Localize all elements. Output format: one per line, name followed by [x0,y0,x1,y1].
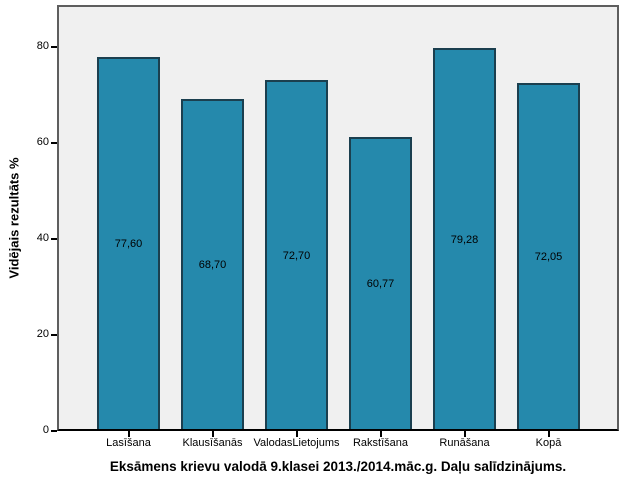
bar: 77,60 [97,57,160,429]
bar-value-label: 72,05 [534,251,563,263]
y-tick-mark [51,46,57,48]
x-tick-mark [127,431,130,437]
bar-value-label: 79,28 [450,233,479,246]
x-tick-label: Lasīšana [106,437,151,449]
x-tick-mark [463,431,466,437]
y-tick-label: 40 [36,232,49,244]
bar: 60,77 [349,137,412,429]
chart-title: Eksāmens krievu valodā 9.klasei 2013./20… [109,459,567,474]
y-tick-label: 0 [42,424,49,436]
x-tick-label: Kopā [535,437,562,449]
plot-area: 77,60 68,70 72,70 60,77 79,28 72,05 [57,5,619,431]
bar-value-label: 68,70 [198,259,227,271]
x-tick-label: Klausīšanās [182,437,243,449]
bar: 72,70 [265,80,328,429]
bar-value-label: 60,77 [366,278,395,290]
bar-value-label: 72,70 [282,249,311,262]
bar: 68,70 [181,99,244,429]
x-tick-label: Runāšana [439,437,490,449]
bar: 72,05 [517,83,580,429]
y-tick-mark [51,238,57,240]
x-tick-label: ValodasLietojums [253,437,340,449]
y-tick-label: 20 [36,328,49,340]
x-tick-mark [295,431,298,437]
y-tick-mark [51,334,57,336]
x-tick-mark [379,431,382,437]
y-tick-mark [51,430,57,432]
bar-value-label: 77,60 [114,238,143,250]
x-tick-label: Rakstīšana [352,437,409,449]
y-axis-title: Vidējais rezultāts % [6,157,22,279]
y-tick-label: 60 [36,136,49,148]
y-tick-mark [51,142,57,144]
bar: 79,28 [433,48,496,429]
x-tick-mark [547,431,550,437]
y-tick-label: 80 [36,40,49,52]
x-tick-mark [211,431,214,437]
